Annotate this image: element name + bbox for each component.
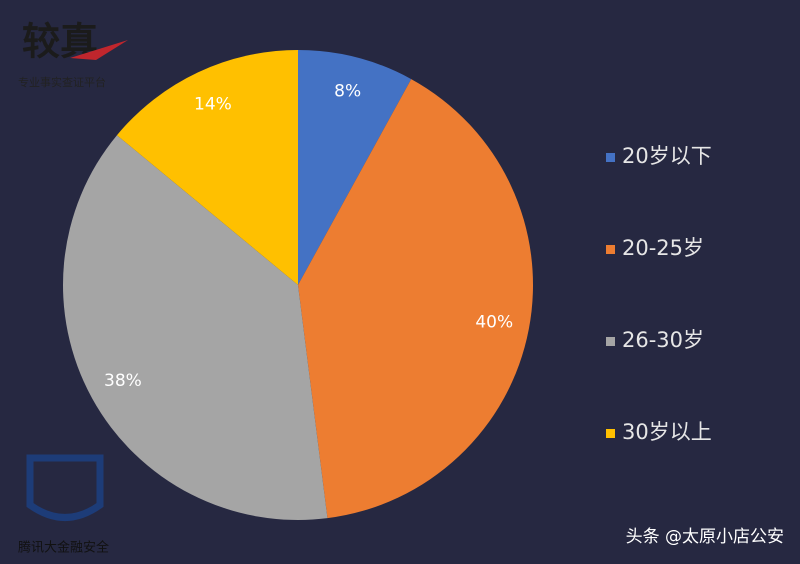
slice-label: 38% bbox=[104, 371, 142, 391]
legend-label: 30岁以上 bbox=[622, 420, 712, 444]
logo-subtitle: 专业事实查证平台 bbox=[18, 75, 106, 89]
brand: 腾讯大金融安全 bbox=[18, 540, 109, 556]
slice-label: 40% bbox=[475, 312, 513, 332]
slice-label: 14% bbox=[194, 94, 232, 114]
pie-slice bbox=[62, 135, 328, 520]
legend-swatch bbox=[606, 153, 615, 162]
legend: 20岁以下 20-25岁 26-30岁 30岁以上 bbox=[606, 144, 712, 444]
legend-swatch bbox=[606, 429, 615, 438]
slice-label: 8% bbox=[334, 82, 361, 102]
pie-slice bbox=[298, 50, 412, 285]
pie-slice bbox=[116, 50, 299, 285]
logo-mark bbox=[70, 40, 128, 60]
legend-label: 20岁以下 bbox=[622, 144, 712, 168]
brand-shield bbox=[26, 454, 104, 521]
pie-slice bbox=[298, 79, 533, 519]
pie: 8% 40% 38% 14% bbox=[62, 50, 533, 520]
legend-swatch bbox=[606, 337, 615, 346]
source: 头条 @太原小店公安 bbox=[626, 527, 784, 547]
legend-label: 26-30岁 bbox=[622, 328, 704, 352]
legend-swatch bbox=[606, 245, 615, 254]
legend-label: 20-25岁 bbox=[622, 236, 704, 260]
